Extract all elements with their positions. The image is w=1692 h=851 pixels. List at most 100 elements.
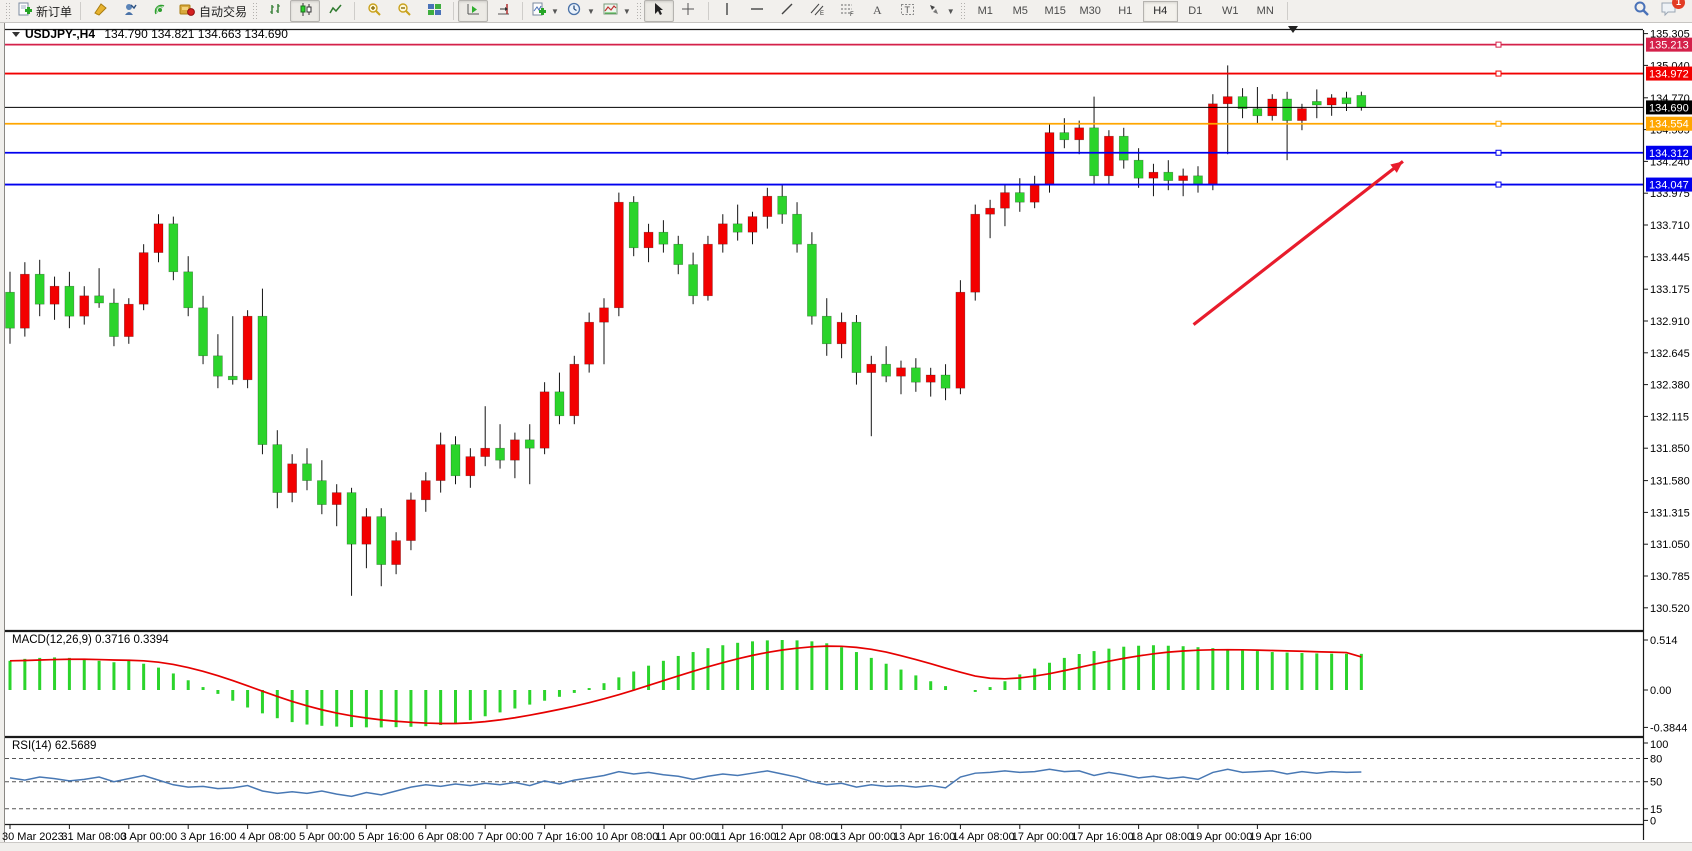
hline-handle[interactable] bbox=[1495, 70, 1502, 77]
candle-body bbox=[881, 363, 891, 377]
toolbar-separator bbox=[453, 2, 455, 20]
vertical-line-icon bbox=[720, 2, 735, 20]
time-axis-label: 7 Apr 00:00 bbox=[477, 831, 533, 843]
svg-text:133.710: 133.710 bbox=[1650, 220, 1690, 232]
timeframe-m5-button[interactable]: M5 bbox=[1012, 5, 1028, 17]
line-chart-icon bbox=[328, 2, 343, 20]
new-order-icon bbox=[17, 2, 32, 20]
tile-windows-button[interactable] bbox=[419, 0, 449, 22]
candlestick-mode-button[interactable] bbox=[290, 0, 321, 22]
svg-text:15: 15 bbox=[1650, 804, 1662, 816]
vertical-line-tool-button[interactable] bbox=[713, 0, 743, 22]
price-label-text: 134.972 bbox=[1649, 69, 1689, 81]
indicators-button[interactable]: ▼ bbox=[527, 0, 563, 22]
new-order-button[interactable]: 新订单 bbox=[13, 0, 76, 22]
panel-borders bbox=[0, 23, 1645, 843]
arrow-shaft[interactable] bbox=[1192, 160, 1404, 326]
candle-body bbox=[287, 463, 297, 493]
text-label-tool-button[interactable]: T bbox=[893, 0, 923, 22]
horizontal-line-objects[interactable] bbox=[5, 41, 1643, 188]
trendline-tool-button[interactable] bbox=[773, 0, 803, 22]
candle-body bbox=[524, 439, 535, 449]
candle-body bbox=[851, 321, 862, 373]
candle-body bbox=[5, 291, 15, 329]
time-axis-label: 17 Apr 00:00 bbox=[1012, 831, 1074, 843]
market-watch-button[interactable] bbox=[145, 0, 175, 22]
terminal-icon bbox=[123, 2, 138, 20]
timeframe-m30-button[interactable]: M30 bbox=[1079, 5, 1101, 17]
toolbar-separator bbox=[522, 2, 524, 20]
hline-handle[interactable] bbox=[1495, 149, 1502, 156]
market-watch-icon bbox=[153, 2, 168, 20]
price-label-text: 135.213 bbox=[1649, 40, 1689, 52]
auto-scroll-button[interactable] bbox=[458, 0, 489, 22]
chart-shift-icon bbox=[496, 2, 511, 20]
time-axis-label: 5 Apr 16:00 bbox=[358, 831, 414, 843]
metaeditor-button[interactable] bbox=[85, 0, 115, 22]
timeframe-h1-button[interactable]: H1 bbox=[1118, 5, 1133, 17]
text-tool-button[interactable]: A bbox=[863, 0, 893, 22]
crosshair-tool-button[interactable] bbox=[674, 0, 704, 22]
candle-body bbox=[1341, 97, 1352, 105]
candle-body bbox=[198, 307, 208, 357]
notifications-button[interactable]: 1 bbox=[1660, 0, 1685, 22]
line-chart-mode-button[interactable] bbox=[320, 0, 350, 22]
equidistant-channel-tool-button[interactable]: E bbox=[803, 0, 833, 22]
price-label-boxes: 135.213 134.972 134.554 134.312 134.047 134.6… bbox=[1646, 37, 1692, 192]
candle-body bbox=[49, 285, 60, 305]
candle-body bbox=[1059, 132, 1070, 141]
candle-body bbox=[495, 447, 505, 461]
chart-shift-marker[interactable] bbox=[1288, 26, 1298, 33]
time-axis-label: 19 Apr 00:00 bbox=[1190, 831, 1252, 843]
horizontal-line-tool-button[interactable] bbox=[743, 0, 773, 22]
arrows-tool-button[interactable]: ▼ bbox=[923, 0, 959, 22]
price-label-text: 134.312 bbox=[1649, 148, 1689, 160]
autotrading-button[interactable]: 自动交易 bbox=[175, 0, 251, 22]
bar-chart-mode-button[interactable] bbox=[260, 0, 290, 22]
candle-body bbox=[792, 213, 802, 245]
fibonacci-tool-button[interactable]: F bbox=[833, 0, 863, 22]
timeframe-m15-button[interactable]: M15 bbox=[1044, 5, 1066, 17]
candle-body bbox=[539, 391, 550, 449]
hline-handle[interactable] bbox=[1495, 181, 1502, 188]
search-icon[interactable] bbox=[1633, 0, 1650, 22]
toolbar-separator bbox=[354, 2, 356, 20]
timeframe-h4-button[interactable]: H4 bbox=[1142, 0, 1178, 22]
zoom-out-button[interactable] bbox=[389, 0, 419, 22]
timeframe-mn-button[interactable]: MN bbox=[1256, 5, 1274, 17]
dropdown-arrow-icon: ▼ bbox=[946, 6, 955, 16]
candle-body bbox=[762, 195, 773, 217]
price-label-box bbox=[1646, 145, 1692, 160]
price-chart-svg[interactable]: 135.305135.040134.770134.505134.240133.9… bbox=[0, 23, 1692, 850]
candle-body bbox=[302, 463, 312, 481]
candle-body bbox=[866, 363, 877, 373]
periods-button[interactable]: ▼ bbox=[563, 0, 599, 22]
chart-shift-button[interactable] bbox=[488, 0, 518, 22]
toolbar-separator bbox=[80, 2, 82, 20]
candle-body bbox=[599, 307, 609, 323]
timeframe-m1-button[interactable]: M1 bbox=[977, 5, 993, 17]
terminal-button[interactable] bbox=[115, 0, 145, 22]
symbol-dropdown-icon[interactable] bbox=[12, 32, 20, 37]
dropdown-arrow-icon: ▼ bbox=[622, 6, 631, 16]
trend-arrow-object[interactable] bbox=[1192, 160, 1404, 326]
zoom-in-button[interactable] bbox=[359, 0, 389, 22]
cursor-tool-button[interactable] bbox=[643, 0, 674, 22]
hline-handle[interactable] bbox=[1495, 120, 1502, 127]
indicators-icon bbox=[531, 2, 547, 20]
templates-button[interactable]: ▼ bbox=[599, 0, 635, 22]
candle-body bbox=[435, 444, 446, 481]
candle-body bbox=[1178, 175, 1188, 181]
timeframe-d1-button[interactable]: D1 bbox=[1188, 5, 1203, 17]
candle-body bbox=[703, 243, 713, 297]
candle-body bbox=[1014, 192, 1025, 203]
timeframe-w1-button[interactable]: W1 bbox=[1221, 5, 1239, 17]
timeframe-toolbar: M1 M5 M15 M30 H1 H4 D1 W1 MN bbox=[968, 0, 1283, 22]
candle-body bbox=[1297, 108, 1307, 121]
time-axis-label: 10 Apr 08:00 bbox=[596, 831, 658, 843]
macd-signal-line bbox=[9, 645, 1362, 725]
svg-text:0: 0 bbox=[1650, 815, 1656, 827]
hline-handle[interactable] bbox=[1495, 41, 1502, 48]
candle-body bbox=[1029, 183, 1040, 203]
